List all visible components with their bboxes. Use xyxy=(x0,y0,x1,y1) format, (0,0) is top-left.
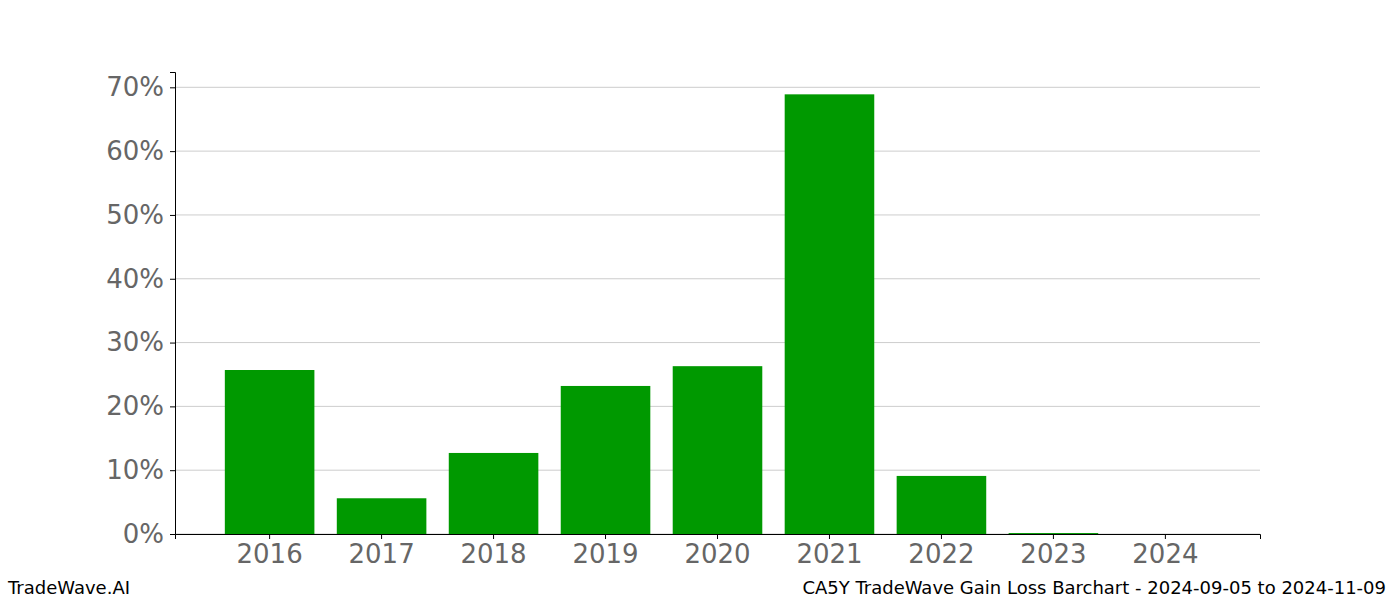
x-tick: 2020 xyxy=(684,534,750,569)
y-tick-mark xyxy=(170,343,175,344)
x-tick-label: 2016 xyxy=(237,539,303,569)
x-tick: 2023 xyxy=(1020,534,1086,569)
x-tick-mark xyxy=(829,534,830,539)
x-axis-line xyxy=(176,535,1261,540)
y-tick: 20% xyxy=(106,391,175,421)
y-tick: 60% xyxy=(106,136,175,166)
y-tick-label: 20% xyxy=(106,391,164,421)
x-tick-mark xyxy=(1165,534,1166,539)
x-tick-mark xyxy=(269,534,270,539)
x-tick: 2016 xyxy=(237,534,303,569)
x-tick-label: 2022 xyxy=(908,539,974,569)
x-tick: 2017 xyxy=(349,534,415,569)
x-tick-label: 2019 xyxy=(572,539,638,569)
y-tick: 10% xyxy=(106,455,175,485)
x-tick-mark xyxy=(1053,534,1054,539)
y-tick: 40% xyxy=(106,264,175,294)
y-tick-mark xyxy=(170,279,175,280)
y-tick: 30% xyxy=(106,327,175,357)
y-axis: 0% 10% 20% 30% 40% 50% 60% 70% xyxy=(106,72,175,549)
grid-line xyxy=(175,87,1260,88)
y-axis-line xyxy=(170,73,176,535)
y-tick-mark xyxy=(170,470,175,471)
y-tick-label: 30% xyxy=(106,327,164,357)
bar xyxy=(897,476,987,534)
grid-line xyxy=(175,342,1260,343)
grid-line xyxy=(175,151,1260,152)
x-tick-label: 2020 xyxy=(684,539,750,569)
bar xyxy=(673,366,763,534)
x-tick-label: 2018 xyxy=(460,539,526,569)
y-tick-label: 70% xyxy=(106,72,164,102)
bar xyxy=(1121,534,1211,535)
bar xyxy=(225,370,315,534)
chart: 0%10%20%30%40%50%60%70%20162017201820192… xyxy=(0,0,1400,600)
y-tick-mark xyxy=(170,87,175,88)
grid xyxy=(175,87,1260,534)
x-tick-mark xyxy=(605,534,606,539)
grid-line xyxy=(175,278,1260,279)
y-tick-mark xyxy=(170,406,175,407)
y-tick-label: 50% xyxy=(106,200,164,230)
x-tick: 2021 xyxy=(796,534,862,569)
bars xyxy=(225,94,1098,534)
bar xyxy=(561,386,651,534)
y-tick-label: 0% xyxy=(123,519,164,549)
y-tick-label: 10% xyxy=(106,455,164,485)
x-tick: 2018 xyxy=(460,534,526,569)
y-tick-mark xyxy=(170,215,175,216)
x-tick-mark xyxy=(717,534,718,539)
x-tick-label: 2023 xyxy=(1020,539,1086,569)
bar xyxy=(1009,533,1099,534)
y-tick-mark xyxy=(170,151,175,152)
x-tick: 2022 xyxy=(908,534,974,569)
x-tick-label: 2024 xyxy=(1132,539,1198,569)
x-tick-mark xyxy=(941,534,942,539)
y-tick: 70% xyxy=(106,72,175,102)
x-tick-mark xyxy=(381,534,382,539)
grid-line xyxy=(175,214,1260,215)
y-tick-label: 60% xyxy=(106,136,164,166)
annotation: TradeWave.AI xyxy=(7,577,130,598)
y-tick-label: 40% xyxy=(106,264,164,294)
x-axis: 2016 2017 2018 2019 2020 2021 2022 2023 2024 xyxy=(176,534,1261,569)
bar xyxy=(449,453,539,534)
x-tick: 2024 xyxy=(1132,534,1198,569)
x-tick-label: 2017 xyxy=(349,539,415,569)
bar xyxy=(337,498,427,534)
y-tick: 0% xyxy=(123,519,175,549)
y-tick-mark xyxy=(170,534,175,535)
title: CA5Y TradeWave Gain Loss Barchart - 2024… xyxy=(802,577,1386,598)
y-tick: 50% xyxy=(106,200,175,230)
x-tick-label: 2021 xyxy=(796,539,862,569)
x-tick: 2019 xyxy=(572,534,638,569)
x-tick-mark xyxy=(493,534,494,539)
bar xyxy=(785,94,875,534)
